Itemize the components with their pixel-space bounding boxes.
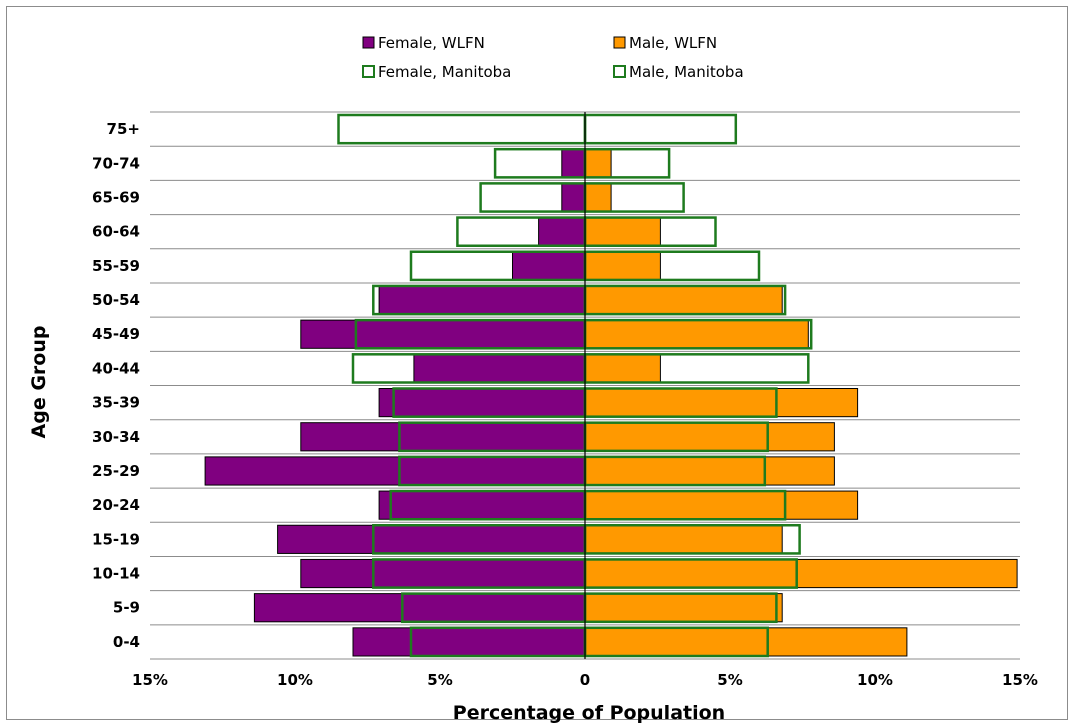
bar-male-wlfn-50-54 bbox=[584, 285, 783, 315]
x-tick-label: 15% bbox=[132, 671, 168, 689]
x-tick-labels: 15% 10% 5% 0 5% 10% 15% bbox=[132, 671, 1038, 689]
outline-bar-male-manitoba-75+ bbox=[583, 113, 738, 145]
legend-swatch bbox=[613, 65, 626, 78]
legend-item-male-wlfn: Male, WLFN bbox=[613, 34, 717, 52]
legend-item-female-wlfn: Female, WLFN bbox=[362, 34, 485, 52]
age-group-label: 75+ bbox=[107, 120, 140, 138]
age-group-labels: 0-4 5-9 10-14 15-19 20-24 25-29 30-34 35-39 40-4… bbox=[92, 120, 140, 651]
age-group-label: 65-69 bbox=[92, 188, 140, 206]
x-tick-label: 15% bbox=[1002, 671, 1038, 689]
x-axis-title: Percentage of Population bbox=[453, 702, 725, 724]
bar-female-wlfn-0-4 bbox=[352, 627, 586, 657]
bars bbox=[204, 113, 1018, 658]
bar-male-wlfn-25-29 bbox=[584, 456, 835, 486]
age-group-label: 45-49 bbox=[92, 325, 140, 343]
bar-male-wlfn-15-19 bbox=[584, 524, 783, 554]
bar-female-wlfn-45-49 bbox=[300, 319, 586, 349]
legend: Female, WLFN Male, WLFN Female, Manitoba Ma… bbox=[362, 34, 744, 81]
age-group-label: 0-4 bbox=[113, 633, 140, 651]
x-tick-label: 0 bbox=[580, 671, 590, 689]
bar-female-wlfn-70-74 bbox=[561, 148, 586, 178]
legend-item-female-manitoba: Female, Manitoba bbox=[362, 63, 511, 81]
bar-female-wlfn-65-69 bbox=[561, 182, 586, 213]
bar-female-wlfn-60-64 bbox=[538, 217, 586, 247]
x-tick-label: 5% bbox=[427, 671, 452, 689]
bar-female-wlfn-35-39 bbox=[378, 388, 586, 418]
legend-swatch bbox=[362, 36, 375, 49]
x-tick-label: 10% bbox=[857, 671, 893, 689]
bar-male-wlfn-30-34 bbox=[584, 422, 835, 452]
outline-bar-female-manitoba-75+ bbox=[337, 113, 587, 145]
age-group-label: 60-64 bbox=[92, 223, 140, 241]
age-group-label: 50-54 bbox=[92, 291, 140, 309]
age-group-label: 55-59 bbox=[92, 257, 140, 275]
legend-label: Male, Manitoba bbox=[629, 63, 744, 81]
legend-swatch bbox=[613, 36, 626, 49]
bar-female-wlfn-5-9 bbox=[253, 593, 586, 623]
legend-item-male-manitoba: Male, Manitoba bbox=[613, 63, 744, 81]
bar-female-wlfn-20-24 bbox=[378, 490, 586, 520]
y-axis-title: Age Group bbox=[28, 326, 50, 439]
age-group-label: 40-44 bbox=[92, 359, 140, 377]
bar-male-wlfn-65-69 bbox=[584, 182, 612, 213]
bar-male-wlfn-55-59 bbox=[584, 251, 661, 281]
legend-label: Female, WLFN bbox=[378, 34, 485, 52]
bar-female-wlfn-10-14 bbox=[300, 558, 586, 589]
bar-female-wlfn-55-59 bbox=[512, 251, 586, 281]
bar-female-wlfn-15-19 bbox=[277, 524, 586, 554]
bar-female-wlfn-40-44 bbox=[413, 353, 586, 383]
legend-label: Male, WLFN bbox=[629, 34, 717, 52]
age-group-label: 70-74 bbox=[92, 154, 140, 172]
x-tick-label: 5% bbox=[717, 671, 742, 689]
bar-male-wlfn-35-39 bbox=[584, 388, 859, 418]
bar-male-wlfn-45-49 bbox=[584, 319, 809, 349]
age-group-label: 15-19 bbox=[92, 530, 140, 548]
legend-label: Female, Manitoba bbox=[378, 63, 511, 81]
bar-male-wlfn-40-44 bbox=[584, 353, 661, 383]
bar-male-wlfn-5-9 bbox=[584, 593, 783, 623]
bar-female-wlfn-30-34 bbox=[300, 422, 586, 452]
bar-female-wlfn-50-54 bbox=[378, 285, 586, 315]
age-group-label: 10-14 bbox=[92, 565, 140, 583]
x-tick-label: 10% bbox=[277, 671, 313, 689]
age-group-label: 25-29 bbox=[92, 462, 140, 480]
age-group-label: 20-24 bbox=[92, 496, 140, 514]
age-group-label: 30-34 bbox=[92, 428, 140, 446]
age-group-label: 5-9 bbox=[113, 599, 140, 617]
legend-swatch bbox=[362, 65, 375, 78]
bar-male-wlfn-60-64 bbox=[584, 217, 661, 247]
bar-male-wlfn-0-4 bbox=[584, 627, 908, 657]
bar-female-wlfn-25-29 bbox=[204, 456, 586, 486]
bar-male-wlfn-10-14 bbox=[584, 558, 1018, 589]
bar-male-wlfn-20-24 bbox=[584, 490, 859, 520]
age-group-label: 35-39 bbox=[92, 394, 140, 412]
bar-male-wlfn-70-74 bbox=[584, 148, 612, 178]
